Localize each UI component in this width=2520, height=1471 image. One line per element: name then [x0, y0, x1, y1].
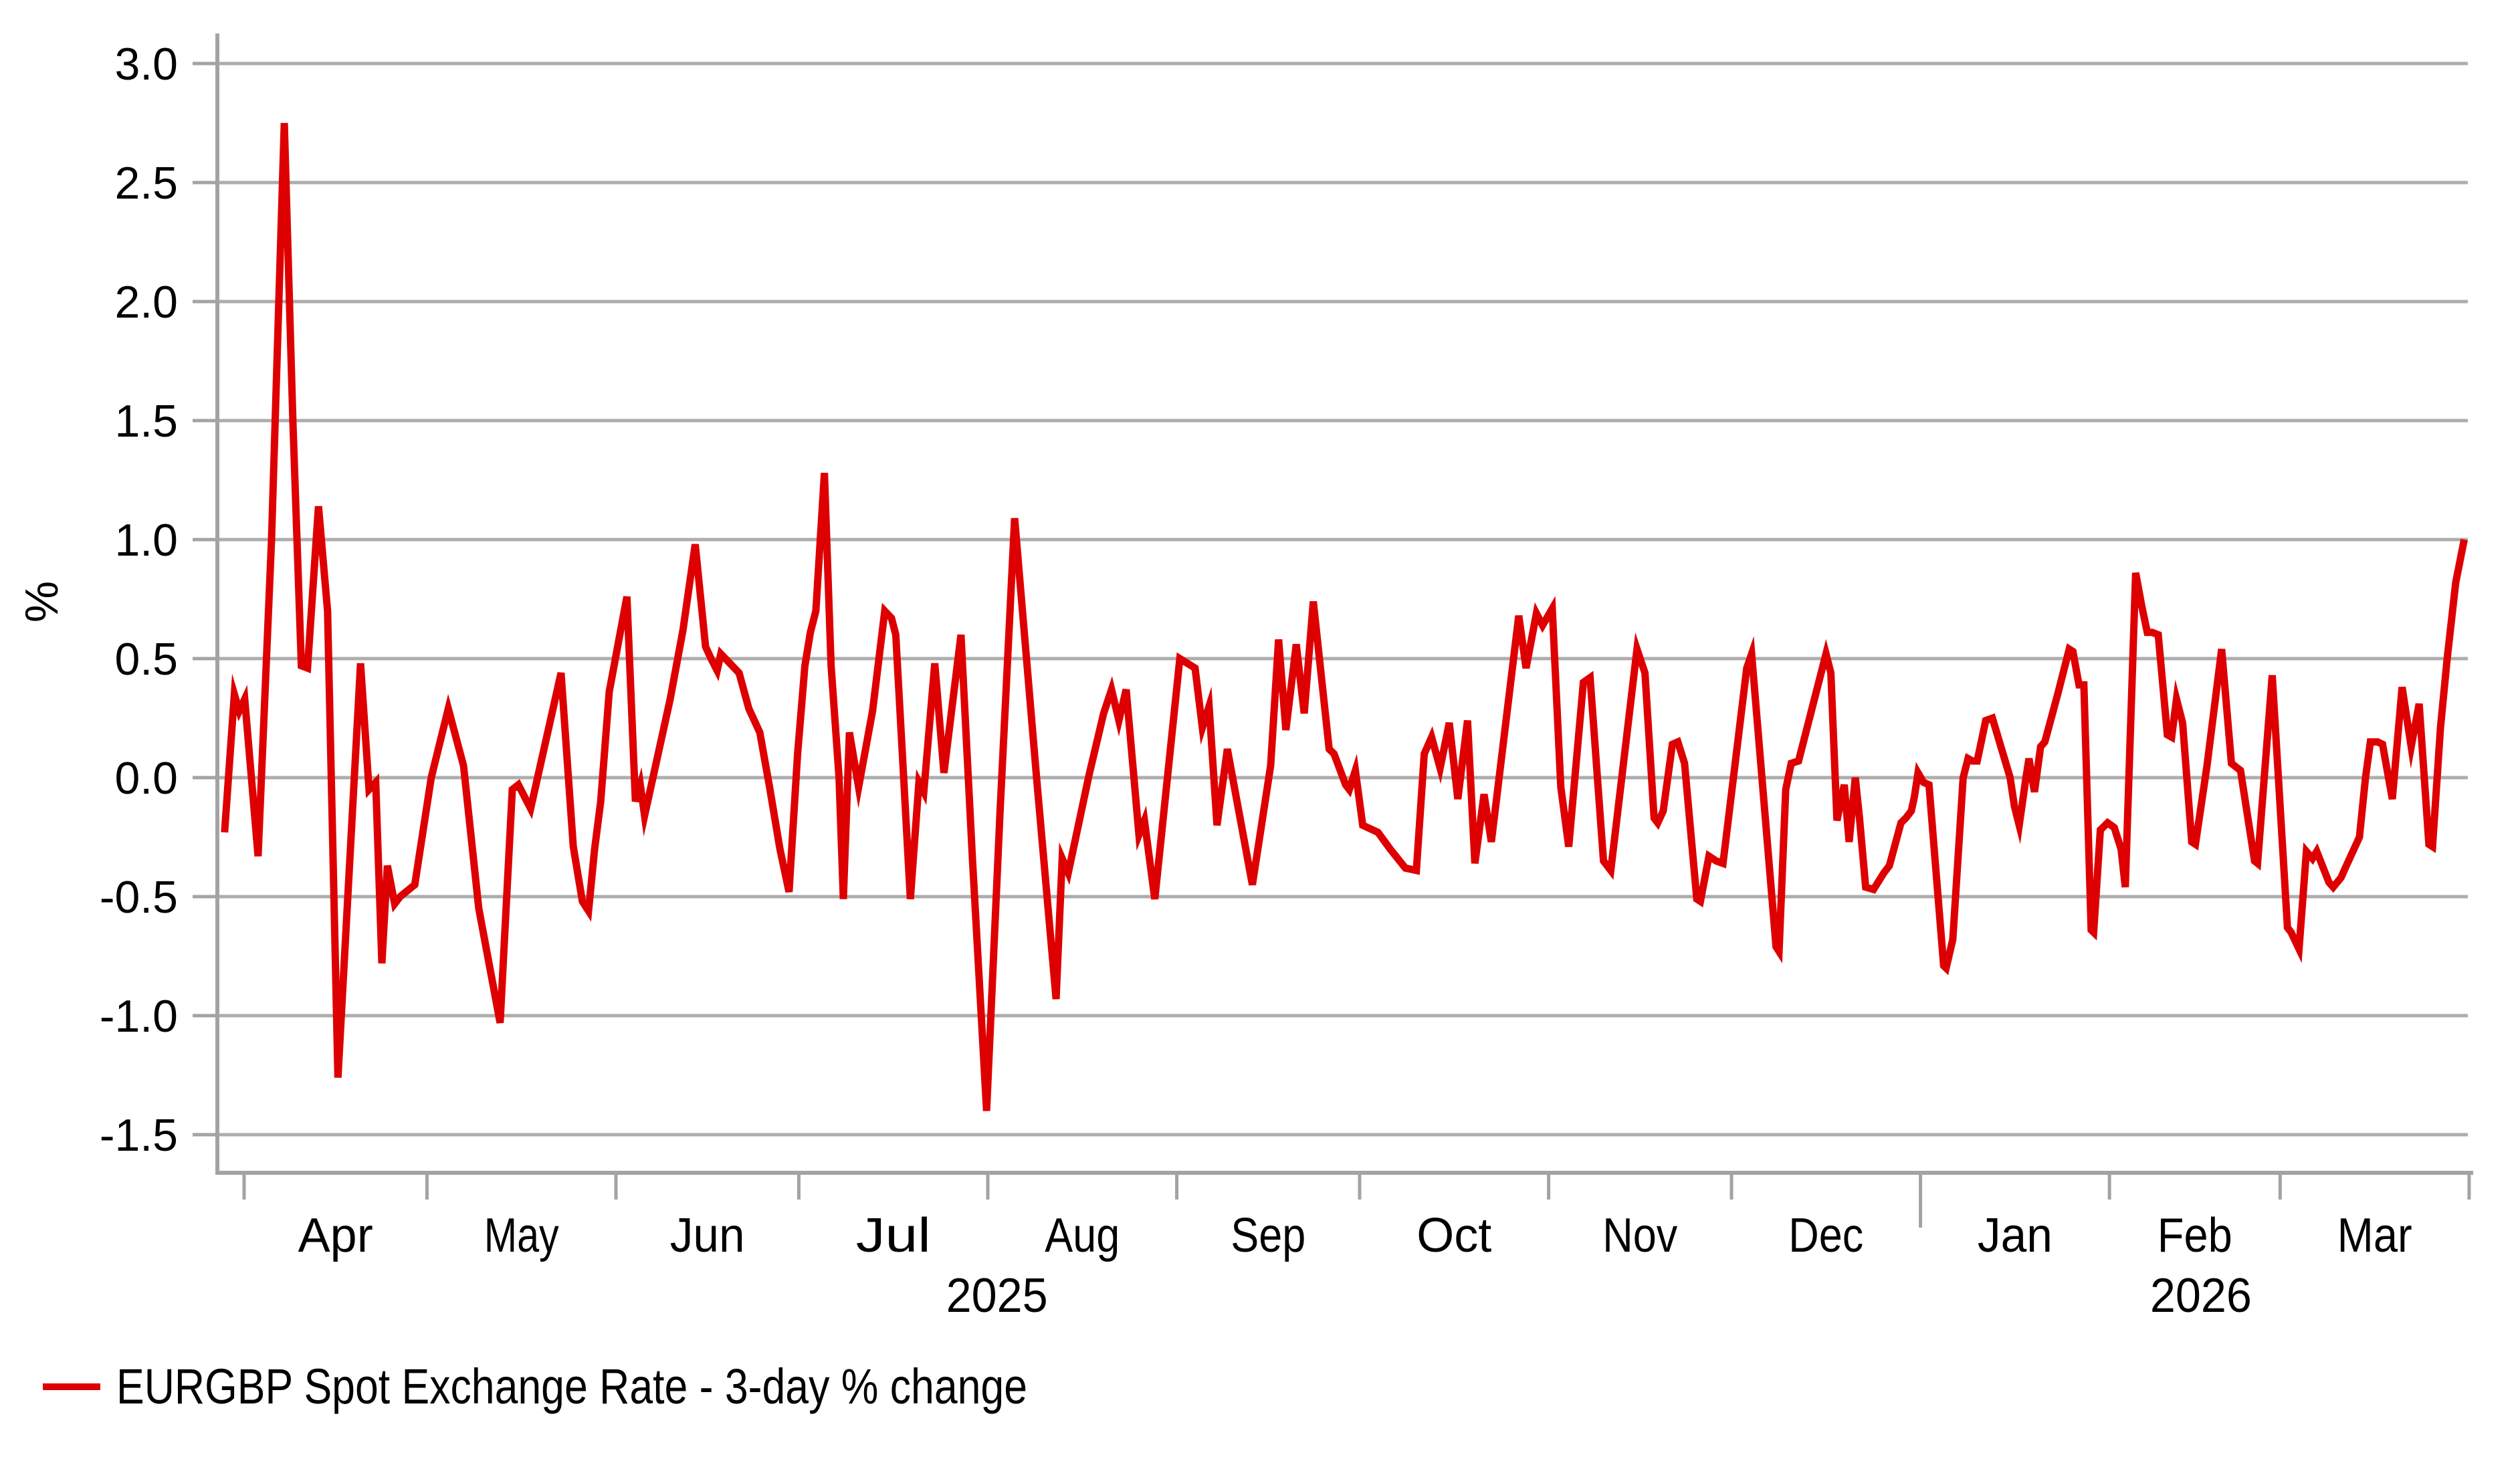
series-layer [221, 122, 2468, 1111]
month-label-Mar: Mar [2337, 1209, 2412, 1262]
y-tick-label-2.0: 2.0 [114, 277, 178, 328]
y-tick-label-1.5: 1.5 [114, 396, 178, 447]
axis-labels-layer: 3.0 2.5 2.0 1.5 1.0 0.5 0.0 -0.5 -1.0 -1.5 Apr May J… [100, 39, 2412, 1323]
legend: EURGBP Spot Exchange Rate - 3-day % chan… [43, 1359, 1027, 1414]
y-tick-label-3.0: 3.0 [114, 39, 178, 90]
month-label-Jun: Jun [670, 1209, 745, 1262]
y-tick-label--1.0: -1.0 [100, 991, 178, 1042]
y-tick-label--0.5: -0.5 [100, 872, 178, 923]
month-label-Jul: Jul [856, 1209, 931, 1262]
year-label-2025: 2025 [946, 1269, 1048, 1323]
y-tick-label-2.5: 2.5 [114, 158, 178, 209]
month-label-Nov: Nov [1602, 1209, 1677, 1262]
eurgbp-series-line [221, 122, 2468, 1111]
month-label-Feb: Feb [2158, 1209, 2232, 1262]
y-tick-label-1.0: 1.0 [114, 515, 178, 566]
year-label-2026: 2026 [2150, 1269, 2252, 1323]
month-label-Dec: Dec [1788, 1209, 1863, 1262]
month-label-Aug: Aug [1045, 1209, 1120, 1262]
axes-layer [193, 33, 2473, 1228]
month-label-Sep: Sep [1231, 1209, 1305, 1262]
legend-label: EURGBP Spot Exchange Rate - 3-day % chan… [116, 1359, 1027, 1414]
month-label-Oct: Oct [1416, 1209, 1491, 1262]
y-tick-label-0.5: 0.5 [114, 634, 178, 685]
y-tick-label--1.5: -1.5 [100, 1110, 178, 1161]
month-label-Apr: Apr [298, 1209, 373, 1262]
month-label-Jan: Jan [1978, 1209, 2053, 1262]
month-label-May: May [484, 1209, 559, 1262]
gridlines-layer [217, 62, 2468, 1137]
y-tick-label-0.0: 0.0 [114, 753, 178, 804]
y-axis-unit-label: % [15, 581, 68, 623]
